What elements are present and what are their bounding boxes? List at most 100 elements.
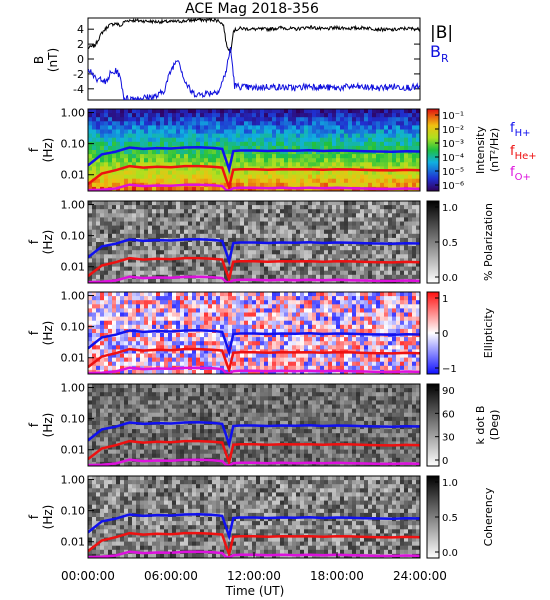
- heatmap-cell: [272, 365, 277, 371]
- heatmap-cell: [316, 316, 321, 322]
- heatmap-cell: [392, 345, 397, 350]
- heatmap-cell: [228, 133, 233, 139]
- heatmap-cell: [272, 209, 277, 214]
- heatmap-cell: [244, 333, 249, 338]
- heatmap-cell: [316, 158, 321, 163]
- heatmap-cell: [416, 233, 420, 239]
- heatmap-cell: [292, 308, 297, 314]
- heatmap-cell: [136, 166, 141, 172]
- heatmap-cell: [312, 341, 317, 346]
- heatmap-cell: [408, 209, 413, 214]
- heatmap-cell: [404, 117, 409, 122]
- heatmap-cell: [100, 333, 105, 338]
- heatmap-cell: [164, 262, 169, 268]
- heatmap-cell: [300, 345, 305, 350]
- heatmap-cell: [260, 109, 265, 114]
- heatmap-cell: [224, 225, 229, 231]
- heatmap-cell: [184, 178, 189, 184]
- heatmap-cell: [412, 209, 417, 214]
- heatmap-cell: [272, 328, 277, 334]
- heatmap-cell: [116, 357, 121, 363]
- heatmap-cell: [136, 162, 141, 167]
- heatmap-cell: [212, 129, 217, 135]
- heatmap-cell: [184, 229, 189, 235]
- heatmap-cell: [168, 221, 173, 227]
- heatmap-cell: [196, 217, 201, 223]
- heatmap-cell: [196, 221, 201, 227]
- heatmap-cell: [264, 217, 269, 223]
- heatmap-cell: [180, 262, 185, 268]
- heatmap-cell: [104, 209, 109, 214]
- heatmap-cell: [128, 201, 133, 206]
- heatmap-cell: [220, 324, 225, 330]
- heatmap-cell: [164, 308, 169, 314]
- heatmap-cell: [184, 341, 189, 346]
- heatmap-cell: [336, 129, 341, 135]
- heatmap-cell: [260, 324, 265, 330]
- heatmap-cell: [240, 357, 245, 363]
- heatmap-cell: [136, 225, 141, 231]
- heatmap-cell: [372, 316, 377, 322]
- heatmap-cell: [300, 113, 305, 118]
- heatmap-cell: [232, 304, 237, 309]
- heatmap-cell: [208, 312, 213, 318]
- heatmap-cell: [320, 174, 325, 180]
- heatmap-cell: [104, 174, 109, 180]
- heatmap-cell: [352, 158, 357, 163]
- heatmap-cell: [128, 246, 133, 251]
- heatmap-cell: [272, 233, 277, 239]
- heatmap-cell: [388, 233, 393, 239]
- heatmap-cell: [88, 246, 93, 251]
- heatmap-cell: [156, 133, 161, 139]
- heatmap-cell: [320, 217, 325, 223]
- heatmap-cell: [164, 246, 169, 251]
- heatmap-cell: [328, 246, 333, 251]
- heatmap-cell: [408, 154, 413, 159]
- heatmap-cell: [296, 300, 301, 305]
- heatmap-cell: [112, 217, 117, 223]
- heatmap-cell: [272, 133, 277, 139]
- heatmap-cell: [160, 349, 165, 355]
- heatmap-cell: [292, 320, 297, 326]
- heatmap-cell: [300, 365, 305, 371]
- heatmap-cell: [212, 125, 217, 131]
- heatmap-cell: [292, 109, 297, 114]
- heatmap-cell: [380, 292, 385, 297]
- heatmap-cell: [240, 229, 245, 235]
- heatmap-cell: [272, 178, 277, 184]
- heatmap-cell: [364, 341, 369, 346]
- heatmap-cell: [208, 353, 213, 359]
- heatmap-cell: [268, 209, 273, 214]
- heatmap-cell: [408, 121, 413, 126]
- heatmap-cell: [212, 250, 217, 255]
- heatmap-cell: [388, 141, 393, 147]
- heatmap-cell: [196, 246, 201, 251]
- heatmap-cell: [304, 182, 309, 188]
- heatmap-cell: [380, 296, 385, 301]
- heatmap-cell: [88, 262, 93, 268]
- heatmap-cell: [264, 145, 269, 151]
- heatmap-cell: [184, 308, 189, 314]
- heatmap-cell: [180, 357, 185, 363]
- heatmap-cell: [156, 186, 161, 191]
- heatmap-cell: [220, 296, 225, 301]
- heatmap-cell: [204, 162, 209, 167]
- heatmap-cell: [404, 274, 409, 280]
- heatmap-cell: [356, 237, 361, 243]
- heatmap-cell: [164, 186, 169, 191]
- heatmap-cell: [240, 237, 245, 243]
- heatmap-cell: [376, 117, 381, 122]
- heatmap-cell: [416, 145, 420, 151]
- heatmap-cell: [336, 158, 341, 163]
- heatmap-cell: [356, 345, 361, 350]
- panel-intensity: 1.000.100.01f (Hz)10⁻¹10⁻²10⁻³10⁻⁴10⁻⁵10⁻…: [27, 107, 501, 192]
- heatmap-cell: [332, 217, 337, 223]
- heatmap-cell: [380, 349, 385, 355]
- heatmap-cell: [288, 182, 293, 188]
- heatmap-cell: [384, 162, 389, 167]
- heatmap-cell: [268, 205, 273, 210]
- heatmap-cell: [244, 174, 249, 180]
- field-lines: [88, 18, 420, 100]
- heatmap-cell: [168, 209, 173, 214]
- heatmap-cell: [236, 316, 241, 322]
